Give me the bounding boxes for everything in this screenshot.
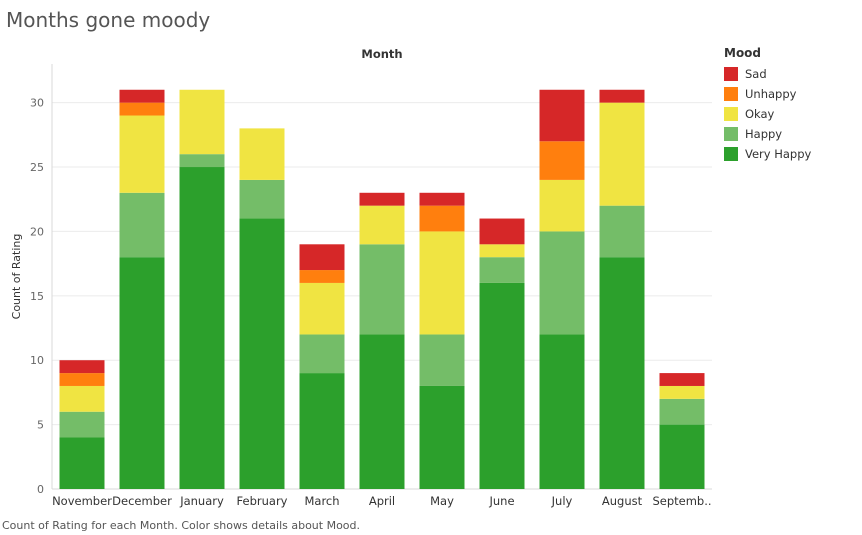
y-tick-label: 5 <box>37 419 44 432</box>
bar-segment <box>299 373 345 489</box>
legend-swatch <box>724 127 738 141</box>
bar-segment <box>359 244 405 335</box>
legend-label: Okay <box>745 107 775 121</box>
bar-segment <box>659 373 705 386</box>
bar-segment <box>299 270 345 283</box>
bar-segment <box>659 398 705 425</box>
legend-title: Mood <box>724 46 762 60</box>
legend-label: Sad <box>745 67 767 81</box>
y-tick-label: 25 <box>30 161 44 174</box>
y-tick-label: 20 <box>30 225 44 238</box>
bar-segment <box>59 437 105 489</box>
x-tick-label: November <box>52 494 112 508</box>
bar-segment <box>419 192 465 206</box>
bar-segment <box>539 89 585 142</box>
x-tick-label: July <box>551 494 573 508</box>
bar-segment <box>119 89 165 103</box>
y-axis-label: Count of Rating <box>10 234 23 320</box>
bar-segment <box>539 231 585 335</box>
bar-segment <box>179 89 225 155</box>
bar-segment <box>659 385 705 399</box>
bar-segment <box>299 244 345 271</box>
bar-segment <box>59 360 105 374</box>
bar-segment <box>479 244 525 258</box>
bar-segment <box>599 89 645 103</box>
bar-segment <box>539 334 585 489</box>
bar-segment <box>239 218 285 489</box>
bar-segment <box>419 334 465 386</box>
bar-segment <box>599 257 645 489</box>
bar-segment <box>179 154 225 168</box>
y-tick-label: 30 <box>30 97 44 110</box>
bar-segment <box>479 218 525 245</box>
bar-segment <box>119 102 165 116</box>
bar-segment <box>599 102 645 206</box>
bar-segment <box>539 141 585 180</box>
legend-swatch <box>724 147 738 161</box>
bar-segment <box>359 205 405 245</box>
legend-swatch <box>724 87 738 101</box>
x-tick-label: Septemb.. <box>652 494 711 508</box>
bar-segment <box>59 373 105 386</box>
bar-segment <box>299 334 345 374</box>
bar-segment <box>599 205 645 258</box>
x-axis-header: Month <box>361 47 402 61</box>
bar-segment <box>59 411 105 438</box>
bar-segment <box>239 179 285 219</box>
legend-item: Okay <box>724 104 811 124</box>
y-tick-label: 15 <box>30 290 44 303</box>
bar-segment <box>479 257 525 283</box>
bar-segment <box>359 334 405 489</box>
bar-segment <box>539 179 585 232</box>
legend-label: Very Happy <box>745 147 812 161</box>
x-tick-label: March <box>304 494 339 508</box>
bar-segment <box>299 282 345 335</box>
legend-items: Sad Unhappy Okay Happy Very Happy <box>724 64 811 164</box>
bar-segment <box>419 385 465 489</box>
bar-segment <box>119 192 165 258</box>
legend-item: Sad <box>724 64 811 84</box>
x-tick-label: May <box>430 494 454 508</box>
x-tick-label: June <box>488 494 514 508</box>
chart-title: Months gone moody <box>6 8 211 32</box>
bar-segment <box>479 282 525 489</box>
bar-segment <box>419 231 465 335</box>
bar-segment <box>119 257 165 489</box>
x-tick-label: April <box>369 494 395 508</box>
x-tick-label: January <box>179 494 224 508</box>
legend-label: Happy <box>745 127 783 141</box>
bar-segment <box>119 115 165 193</box>
bar-segment <box>419 205 465 232</box>
legend-item: Very Happy <box>724 144 811 164</box>
x-tick-label: December <box>112 494 172 508</box>
bar-segment <box>239 128 285 180</box>
bar-segment <box>179 167 225 489</box>
legend-item: Unhappy <box>724 84 811 104</box>
legend-swatch <box>724 67 738 81</box>
x-tick-label: August <box>602 494 643 508</box>
x-tick-label: February <box>237 494 288 508</box>
bar-segment <box>59 385 105 412</box>
bar-segment <box>359 192 405 206</box>
legend-swatch <box>724 107 738 121</box>
legend: Mood Sad Unhappy Okay Happy Very Happy <box>724 46 811 164</box>
legend-label: Unhappy <box>745 87 797 101</box>
legend-item: Happy <box>724 124 811 144</box>
y-tick-label: 10 <box>30 354 44 367</box>
bar-segment <box>659 424 705 489</box>
y-tick-label: 0 <box>37 483 44 496</box>
chart-caption: Count of Rating for each Month. Color sh… <box>2 519 361 532</box>
